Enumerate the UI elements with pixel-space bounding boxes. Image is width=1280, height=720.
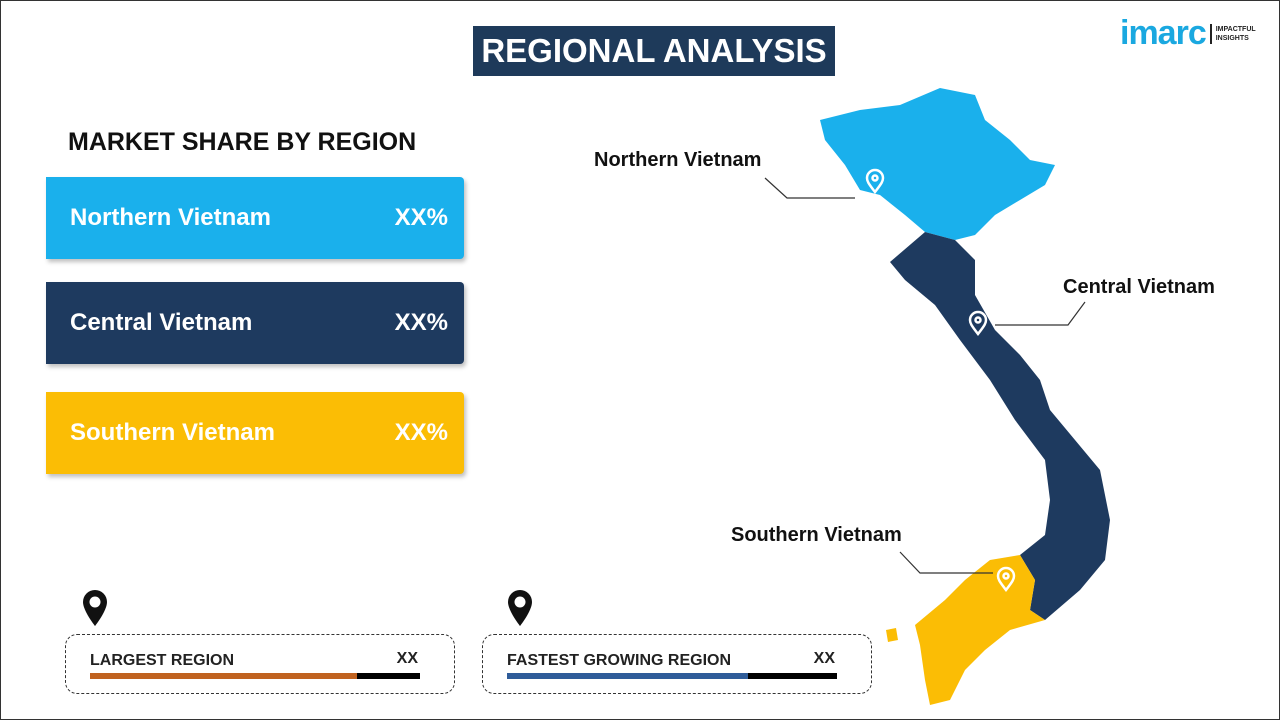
logo-tagline: IMPACTFUL INSIGHTS (1215, 25, 1256, 42)
map-region-northern (820, 88, 1055, 240)
progress-fill (90, 673, 358, 679)
section-subtitle: MARKET SHARE BY REGION (68, 128, 417, 156)
map-label-southern: Southern Vietnam (731, 524, 902, 546)
leader-line (764, 177, 855, 199)
map-pin-icon (996, 566, 1016, 593)
leader-line (995, 301, 1086, 326)
map-pin-icon (968, 310, 988, 337)
stat-label: FASTEST GROWING REGION (507, 652, 732, 669)
page-title: REGIONAL ANALYSIS (473, 26, 835, 76)
region-card-central: Central Vietnam XX% (46, 282, 464, 364)
region-value: XX% (394, 204, 448, 231)
stat-value: XX (813, 650, 835, 667)
map-pin-icon (83, 590, 107, 626)
map-region-southern (915, 555, 1045, 705)
map-region-central (890, 232, 1110, 620)
stat-label: LARGEST REGION (90, 652, 235, 669)
imarc-logo: imarc IMPACTFUL INSIGHTS (1120, 14, 1256, 53)
map-label-central: Central Vietnam (1063, 276, 1215, 298)
leader-line (899, 551, 993, 574)
region-card-northern: Northern Vietnam XX% (46, 177, 464, 259)
logo-divider (1209, 23, 1212, 44)
region-name: Northern Vietnam (70, 204, 271, 231)
logo-word: imarc (1120, 14, 1207, 52)
progress-fill (507, 673, 748, 679)
region-card-southern: Southern Vietnam XX% (46, 392, 464, 474)
region-value: XX% (394, 419, 448, 446)
stat-value: XX (396, 650, 418, 667)
map-pin-icon (508, 590, 532, 626)
map-label-northern: Northern Vietnam (594, 149, 762, 171)
region-name: Southern Vietnam (70, 419, 275, 446)
region-value: XX% (394, 309, 448, 336)
map-pin-icon (865, 168, 885, 195)
progress-bar (507, 673, 837, 679)
largest-region-box: LARGEST REGION XX (65, 634, 455, 694)
fastest-growing-region-box: FASTEST GROWING REGION XX (482, 634, 872, 694)
progress-bar (90, 673, 420, 679)
region-name: Central Vietnam (70, 309, 253, 336)
